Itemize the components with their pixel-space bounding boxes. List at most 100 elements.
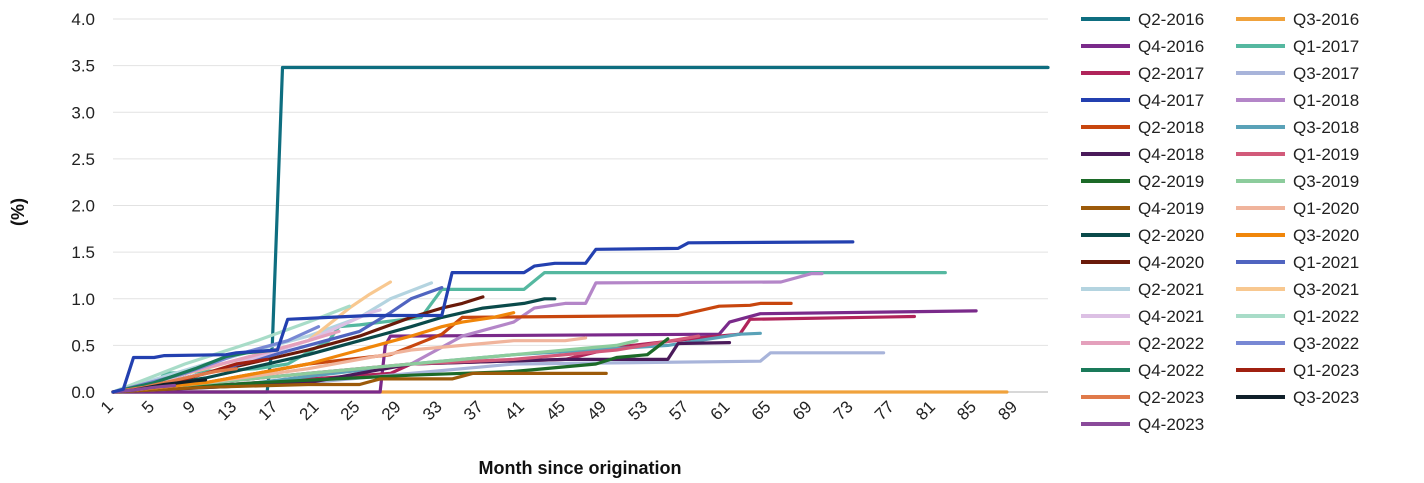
series-line-q2-2020 (111, 297, 557, 394)
legend-label: Q2-2016 (1138, 10, 1204, 29)
legend-label: Q1-2021 (1293, 253, 1359, 272)
legend-item-q2-2020: Q2-2020 (1081, 226, 1204, 245)
legend-label: Q4-2016 (1138, 37, 1204, 56)
legend-item-q1-2022: Q1-2022 (1236, 307, 1359, 326)
legend-item-q4-2022: Q4-2022 (1081, 361, 1204, 380)
legend-label: Q2-2021 (1138, 280, 1204, 299)
series-line-q4-2018 (111, 341, 732, 394)
legend-item-q3-2023: Q3-2023 (1236, 388, 1359, 407)
y-tick-label: 3.5 (71, 57, 95, 76)
legend-label: Q1-2020 (1293, 199, 1359, 218)
legend-label: Q4-2019 (1138, 199, 1204, 218)
legend-item-q4-2019: Q4-2019 (1081, 199, 1204, 218)
legend-label: Q4-2017 (1138, 91, 1204, 110)
x-tick-label: 73 (830, 397, 857, 424)
y-tick-label: 2.5 (71, 150, 95, 169)
legend-label: Q1-2022 (1293, 307, 1359, 326)
y-tick-label: 0.5 (71, 336, 95, 355)
x-tick-label: 37 (460, 397, 487, 424)
legend-item-q1-2018: Q1-2018 (1236, 91, 1359, 110)
legend-item-q1-2023: Q1-2023 (1236, 361, 1359, 380)
legend-item-q4-2020: Q4-2020 (1081, 253, 1204, 272)
legend-item-q2-2018: Q2-2018 (1081, 118, 1204, 137)
y-axis-title: (%) (8, 198, 28, 226)
legend-item-q4-2016: Q4-2016 (1081, 37, 1204, 56)
x-tick-label: 33 (419, 397, 446, 424)
legend-item-q3-2019: Q3-2019 (1236, 172, 1359, 191)
series-line-q3-2020 (111, 311, 516, 394)
legend-label: Q3-2019 (1293, 172, 1359, 191)
x-tick-label: 45 (542, 397, 569, 424)
series-line-q2-2021 (111, 281, 434, 394)
legend-item-q2-2016: Q2-2016 (1081, 10, 1204, 29)
y-tick-label: 1.0 (71, 290, 95, 309)
legend-label: Q2-2022 (1138, 334, 1204, 353)
legend-item-q4-2018: Q4-2018 (1081, 145, 1204, 164)
x-tick-label: 21 (296, 397, 323, 424)
x-tick-label: 69 (789, 397, 816, 424)
legend-label: Q4-2020 (1138, 253, 1204, 272)
y-tick-label: 3.0 (71, 103, 95, 122)
legend-item-q3-2016: Q3-2016 (1236, 10, 1359, 29)
series-lines (111, 65, 1050, 394)
legend-item-q4-2017: Q4-2017 (1081, 91, 1204, 110)
legend-item-q2-2017: Q2-2017 (1081, 64, 1204, 83)
x-tick-label: 9 (179, 397, 199, 417)
legend-item-q2-2021: Q2-2021 (1081, 280, 1204, 299)
series-line-q2-2019 (111, 337, 670, 394)
y-tick-label: 2.0 (71, 197, 95, 216)
legend-label: Q2-2023 (1138, 388, 1204, 407)
legend: Q2-2016 Q3-2016 Q4-2016 Q1-2017 Q2-2017 Q3-20… (1081, 10, 1359, 434)
x-axis-title: Month since origination (479, 458, 682, 478)
legend-item-q3-2020: Q3-2020 (1236, 226, 1359, 245)
x-tick-label: 41 (501, 397, 528, 424)
y-tick-label: 4.0 (71, 10, 95, 29)
x-tick-label: 13 (213, 397, 240, 424)
legend-label: Q1-2018 (1293, 91, 1359, 110)
x-tick-label: 53 (624, 397, 651, 424)
legend-label: Q2-2018 (1138, 118, 1204, 137)
legend-item-q2-2022: Q2-2022 (1081, 334, 1204, 353)
x-axis: 1 5 9 13 17 21 25 29 33 37 41 45 49 53 57 61 65 69 73 77 81 8… (97, 397, 1021, 424)
x-tick-label: 77 (871, 397, 898, 424)
legend-item-q1-2019: Q1-2019 (1236, 145, 1359, 164)
x-tick-label: 49 (583, 397, 610, 424)
x-tick-label: 5 (138, 397, 158, 417)
legend-item-q3-2018: Q3-2018 (1236, 118, 1359, 137)
legend-label: Q1-2019 (1293, 145, 1359, 164)
x-tick-label: 25 (337, 397, 364, 424)
legend-label: Q4-2022 (1138, 361, 1204, 380)
x-tick-label: 85 (953, 397, 980, 424)
legend-label: Q4-2018 (1138, 145, 1204, 164)
legend-label: Q2-2019 (1138, 172, 1204, 191)
legend-item-q3-2022: Q3-2022 (1236, 334, 1359, 353)
legend-item-q1-2021: Q1-2021 (1236, 253, 1359, 272)
legend-item-q1-2020: Q1-2020 (1236, 199, 1359, 218)
series-line-q4-2016 (111, 309, 978, 394)
legend-label: Q3-2021 (1293, 280, 1359, 299)
legend-label: Q3-2022 (1293, 334, 1359, 353)
legend-label: Q3-2020 (1293, 226, 1359, 245)
series-line-q4-2019 (111, 371, 608, 394)
x-tick-label: 81 (912, 397, 939, 424)
series-line-q4-2023 (111, 383, 177, 394)
x-tick-label: 65 (748, 397, 775, 424)
legend-label: Q4-2021 (1138, 307, 1204, 326)
legend-label: Q3-2016 (1293, 10, 1359, 29)
legend-label: Q1-2023 (1293, 361, 1359, 380)
legend-label: Q2-2020 (1138, 226, 1204, 245)
x-tick-label: 1 (97, 397, 117, 417)
legend-item-q2-2023: Q2-2023 (1081, 388, 1204, 407)
y-tick-label: 1.5 (71, 243, 95, 262)
y-tick-label: 0.0 (71, 383, 95, 402)
legend-label: Q3-2018 (1293, 118, 1359, 137)
x-tick-label: 89 (994, 397, 1021, 424)
series-line-q3-2019 (111, 339, 639, 394)
legend-item-q4-2023: Q4-2023 (1081, 415, 1204, 434)
legend-item-q3-2021: Q3-2021 (1236, 280, 1359, 299)
legend-item-q1-2017: Q1-2017 (1236, 37, 1359, 56)
legend-label: Q4-2023 (1138, 415, 1204, 434)
legend-item-q2-2019: Q2-2019 (1081, 172, 1204, 191)
x-tick-label: 17 (255, 397, 282, 424)
